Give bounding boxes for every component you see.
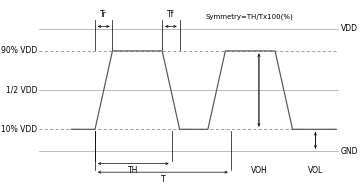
Text: VOL: VOL: [308, 166, 323, 175]
Text: VDD: VDD: [341, 24, 358, 33]
Text: VOH: VOH: [251, 166, 267, 175]
Text: Tf: Tf: [167, 10, 174, 19]
Text: 10% VDD: 10% VDD: [1, 125, 37, 134]
Text: Symmetry=TH/Tx100(%): Symmetry=TH/Tx100(%): [205, 13, 293, 20]
Text: TH: TH: [128, 166, 139, 175]
Text: Tr: Tr: [100, 10, 107, 19]
Text: 1/2 VDD: 1/2 VDD: [6, 86, 37, 95]
Text: T: T: [160, 175, 165, 184]
Text: GND: GND: [341, 147, 358, 156]
Text: 90% VDD: 90% VDD: [1, 46, 37, 55]
